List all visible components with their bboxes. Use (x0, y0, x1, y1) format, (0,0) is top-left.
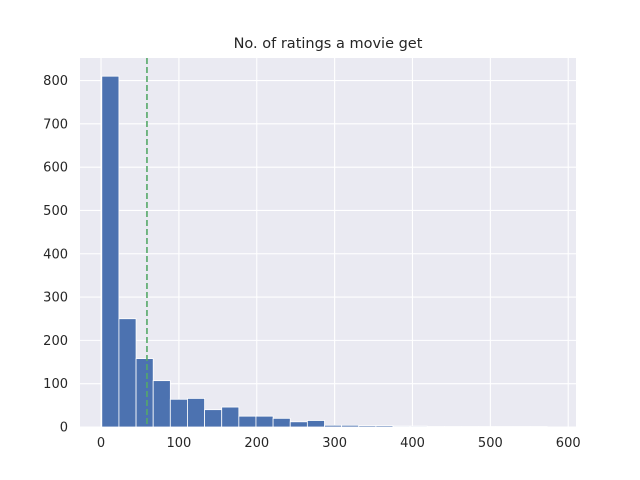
histogram-bar-17 (392, 425, 411, 428)
histogram-bar-14 (341, 424, 360, 428)
grid-lines (80, 58, 576, 428)
y-tick-label-3: 300 (43, 291, 68, 306)
plot-area (80, 58, 576, 427)
histogram-bar-0 (101, 75, 120, 428)
x-tick-label-5: 500 (478, 436, 503, 451)
histogram-bar-5 (187, 398, 205, 428)
histogram-bar-1 (118, 318, 137, 428)
x-tick-label-6: 600 (556, 436, 581, 451)
histogram-bar-6 (204, 409, 223, 428)
y-tick-label-1: 100 (43, 377, 68, 392)
histogram-bar-18 (409, 425, 428, 428)
histogram-bar-9 (255, 415, 274, 428)
histogram-bar-16 (375, 425, 394, 428)
x-tick-label-3: 300 (322, 436, 347, 451)
y-tick-label-0: 0 (60, 421, 68, 436)
chart-title: No. of ratings a movie get (234, 36, 423, 52)
y-tick-label-4: 400 (43, 247, 68, 262)
x-tick-label-1: 100 (166, 436, 191, 451)
y-tick-label-8: 800 (43, 74, 68, 89)
x-tick-label-0: 0 (97, 436, 105, 451)
histogram-bar-13 (324, 424, 343, 428)
x-tick-label-2: 200 (244, 436, 269, 451)
y-tick-label-7: 700 (43, 117, 68, 132)
histogram-bar-7 (221, 406, 240, 428)
histogram-bars (101, 75, 548, 428)
histogram-bar-2 (135, 358, 154, 428)
y-tick-label-2: 200 (43, 334, 68, 349)
y-tick-label-6: 600 (43, 161, 68, 176)
histogram-bar-12 (306, 420, 325, 428)
histogram-bar-15 (358, 425, 377, 428)
x-axis-ticks: 0 100 200 300 400 500 600 (97, 436, 581, 451)
y-axis-ticks: 0 100 200 300 400 500 600 700 800 (43, 74, 68, 435)
histogram-bar-10 (272, 417, 291, 428)
histogram-bar-8 (238, 415, 257, 428)
y-tick-label-5: 500 (43, 204, 68, 219)
x-tick-label-4: 400 (400, 436, 425, 451)
histogram-bar-3 (152, 380, 171, 428)
histogram-bar-11 (289, 421, 308, 428)
histogram-bar-4 (169, 398, 188, 428)
